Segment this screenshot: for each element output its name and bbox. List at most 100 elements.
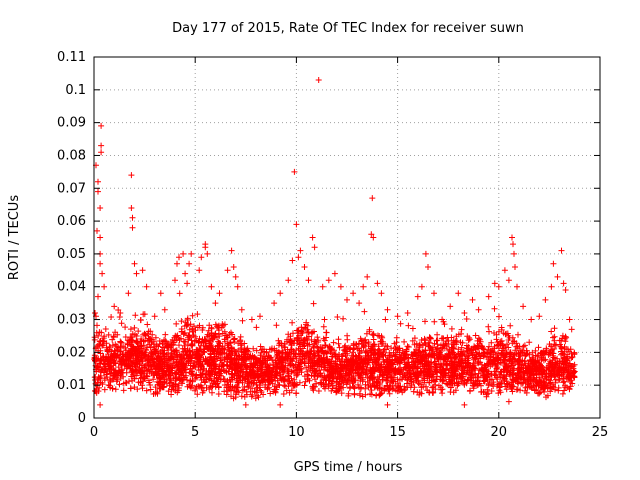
data-point xyxy=(144,321,151,328)
data-point xyxy=(181,338,188,345)
data-point xyxy=(133,338,140,345)
data-point xyxy=(509,362,515,369)
data-point xyxy=(155,350,162,357)
data-point xyxy=(99,270,106,277)
data-point xyxy=(373,379,380,386)
data-point xyxy=(408,376,415,383)
data-point xyxy=(132,312,139,319)
data-point xyxy=(492,372,499,379)
data-point xyxy=(362,339,369,346)
data-point xyxy=(273,322,280,329)
data-point xyxy=(264,357,271,364)
data-point xyxy=(197,382,204,389)
data-point xyxy=(304,326,311,333)
data-point xyxy=(156,375,163,382)
data-point xyxy=(377,367,383,374)
data-point xyxy=(509,388,516,395)
data-point xyxy=(510,376,517,383)
data-point xyxy=(355,340,362,347)
data-point xyxy=(405,355,412,362)
data-point xyxy=(336,351,343,358)
data-point xyxy=(295,327,302,334)
data-point xyxy=(226,331,233,338)
data-point xyxy=(301,342,308,349)
data-point xyxy=(431,290,437,297)
data-point xyxy=(181,329,188,336)
data-point xyxy=(232,348,239,355)
data-point xyxy=(189,341,196,348)
data-point xyxy=(416,343,423,350)
data-point xyxy=(239,387,246,394)
data-point xyxy=(552,360,559,367)
data-point xyxy=(133,270,140,277)
data-point xyxy=(178,318,185,325)
data-point xyxy=(100,360,107,367)
data-point xyxy=(411,341,418,348)
data-point xyxy=(323,329,330,336)
data-point xyxy=(161,347,168,354)
data-point xyxy=(455,350,462,357)
data-point xyxy=(553,370,560,377)
data-point xyxy=(558,358,564,365)
data-point xyxy=(452,354,459,361)
data-point xyxy=(529,349,536,356)
data-point xyxy=(458,326,465,333)
data-point xyxy=(451,371,458,378)
data-point xyxy=(564,355,571,362)
data-point xyxy=(364,273,371,280)
data-point xyxy=(100,338,106,345)
data-point xyxy=(485,382,492,389)
data-point xyxy=(342,372,349,379)
data-point xyxy=(384,359,391,366)
data-point xyxy=(241,346,248,353)
data-point xyxy=(525,360,532,367)
data-point xyxy=(380,348,387,354)
data-point xyxy=(567,383,574,390)
data-point xyxy=(470,383,477,389)
data-point xyxy=(315,77,322,83)
data-point xyxy=(222,356,228,363)
data-point xyxy=(330,366,337,373)
data-point xyxy=(540,378,547,385)
data-point xyxy=(410,388,417,395)
data-point xyxy=(404,343,411,350)
data-point xyxy=(237,377,244,384)
data-point xyxy=(299,351,306,358)
data-point xyxy=(199,370,206,377)
data-point xyxy=(110,360,117,367)
data-point xyxy=(491,305,498,312)
data-point xyxy=(314,349,321,356)
data-point xyxy=(568,354,575,361)
data-point xyxy=(509,334,516,341)
data-point xyxy=(114,352,121,359)
data-point xyxy=(564,362,571,369)
data-point xyxy=(445,350,452,357)
data-point xyxy=(344,336,351,343)
data-point xyxy=(150,376,157,383)
data-point xyxy=(213,353,220,360)
data-point xyxy=(486,343,492,350)
data-point xyxy=(369,374,376,381)
data-point xyxy=(551,325,558,332)
data-point xyxy=(178,372,185,379)
data-point xyxy=(198,254,205,261)
data-point xyxy=(509,234,515,241)
data-point xyxy=(411,335,418,342)
data-point xyxy=(496,384,503,391)
data-point xyxy=(408,359,415,366)
data-point xyxy=(256,357,263,364)
data-point xyxy=(211,348,218,355)
data-point xyxy=(243,356,250,362)
x-tick-label: 0 xyxy=(90,425,98,440)
data-point xyxy=(230,387,237,394)
data-point xyxy=(276,340,283,347)
data-point xyxy=(135,379,142,386)
data-point xyxy=(522,384,529,391)
data-point xyxy=(397,359,404,366)
data-point xyxy=(187,334,193,341)
data-point xyxy=(257,343,264,350)
data-point xyxy=(323,377,330,384)
data-point xyxy=(301,264,308,270)
data-point xyxy=(498,324,505,331)
data-point xyxy=(417,368,424,375)
